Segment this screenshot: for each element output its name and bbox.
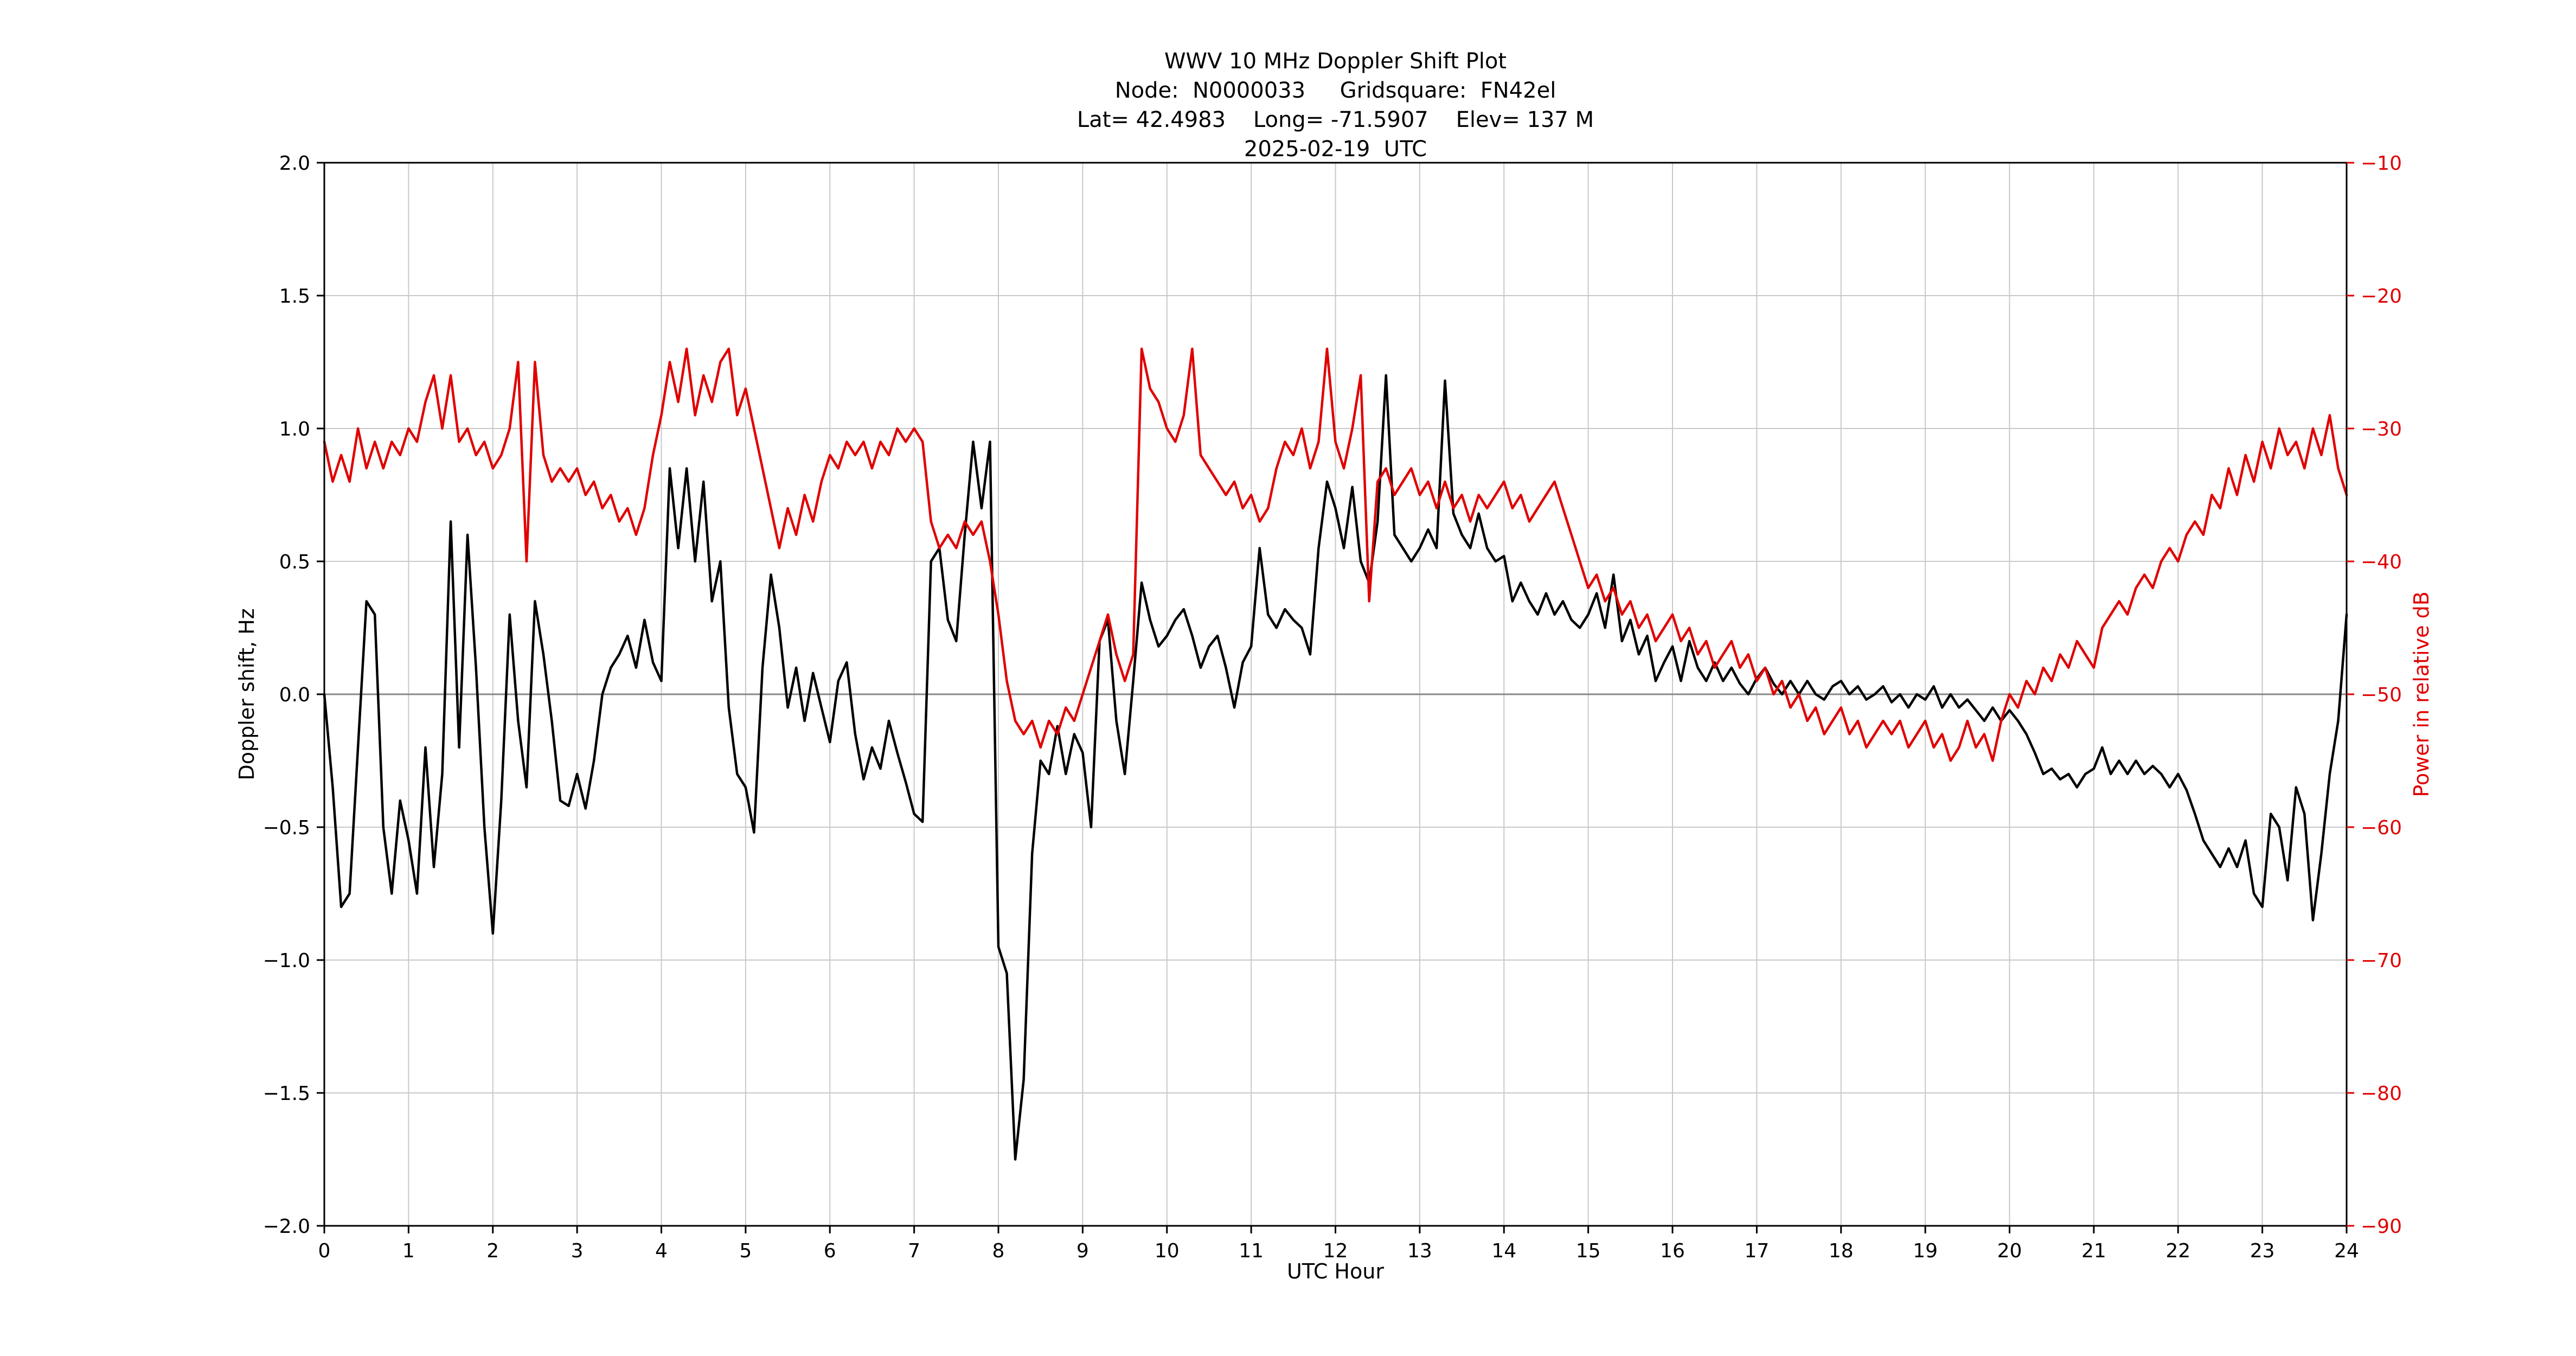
y-left-tick-label: 2.0 — [279, 152, 310, 175]
y-left-axis-label: Doppler shift, Hz — [235, 608, 259, 781]
y-left-tick-label: 0.0 — [279, 684, 310, 706]
x-tick-label: 1 — [402, 1240, 415, 1262]
x-tick-label: 2 — [486, 1240, 499, 1262]
x-tick-label: 8 — [992, 1240, 1005, 1262]
x-tick-label: 7 — [908, 1240, 920, 1262]
x-tick-label: 3 — [571, 1240, 584, 1262]
y-right-tick-label: −30 — [2361, 418, 2402, 440]
x-tick-label: 18 — [1829, 1240, 1854, 1262]
plot-subtitle-date: 2025-02-19 UTC — [1244, 137, 1427, 162]
x-tick-label: 20 — [1997, 1240, 2022, 1262]
y-left-tick-label: −1.0 — [263, 950, 310, 972]
y-right-tick-label: −90 — [2361, 1216, 2402, 1238]
y-left-tick-label: −1.5 — [263, 1083, 310, 1105]
y-right-tick-label: −40 — [2361, 551, 2402, 573]
x-tick-label: 21 — [2081, 1240, 2106, 1262]
x-tick-label: 15 — [1576, 1240, 1601, 1262]
plot-title-block: WWV 10 MHz Doppler Shift Plot Node: N000… — [324, 47, 2347, 164]
y-left-tick-label: 0.5 — [279, 551, 310, 573]
y-right-tick-label: −20 — [2361, 285, 2402, 308]
y-right-tick-label: −70 — [2361, 950, 2402, 972]
x-tick-label: 9 — [1076, 1240, 1089, 1262]
x-tick-label: 12 — [1323, 1240, 1348, 1262]
x-tick-label: 17 — [1744, 1240, 1769, 1262]
plot-subtitle-node: Node: N0000033 Gridsquare: FN42el — [1114, 78, 1556, 103]
series-relative-power — [323, 347, 2348, 762]
x-tick-label: 19 — [1913, 1240, 1938, 1262]
y-left-tick-label: 1.0 — [279, 418, 310, 440]
x-axis-label: UTC Hour — [1287, 1259, 1384, 1283]
x-tick-label: 24 — [2334, 1240, 2359, 1262]
y-right-axis-label: Power in relative dB — [2410, 591, 2433, 797]
x-tick-label: 0 — [318, 1240, 331, 1262]
x-tick-label: 6 — [824, 1240, 836, 1262]
y-left-tick-label: 1.5 — [279, 285, 310, 308]
x-tick-label: 5 — [739, 1240, 752, 1262]
y-right-tick-label: −10 — [2361, 152, 2402, 175]
y-right-tick-label: −80 — [2361, 1083, 2402, 1105]
x-tick-label: 10 — [1155, 1240, 1180, 1262]
x-tick-label: 13 — [1407, 1240, 1432, 1262]
plot-subtitle-location: Lat= 42.4983 Long= -71.5907 Elev= 137 M — [1076, 107, 1594, 132]
y-left-tick-label: −2.0 — [263, 1216, 310, 1238]
y-right-tick-label: −50 — [2361, 684, 2402, 706]
x-tick-label: 22 — [2165, 1240, 2190, 1262]
x-tick-label: 11 — [1239, 1240, 1264, 1262]
y-right-tick-label: −60 — [2361, 817, 2402, 839]
series-doppler-shift — [323, 374, 2348, 1161]
x-tick-label: 4 — [655, 1240, 668, 1262]
y-left-tick-label: −0.5 — [263, 817, 310, 839]
plot-title: WWV 10 MHz Doppler Shift Plot — [1164, 49, 1507, 74]
x-tick-label: 16 — [1660, 1240, 1685, 1262]
x-tick-label: 23 — [2250, 1240, 2275, 1262]
x-tick-label: 14 — [1491, 1240, 1516, 1262]
